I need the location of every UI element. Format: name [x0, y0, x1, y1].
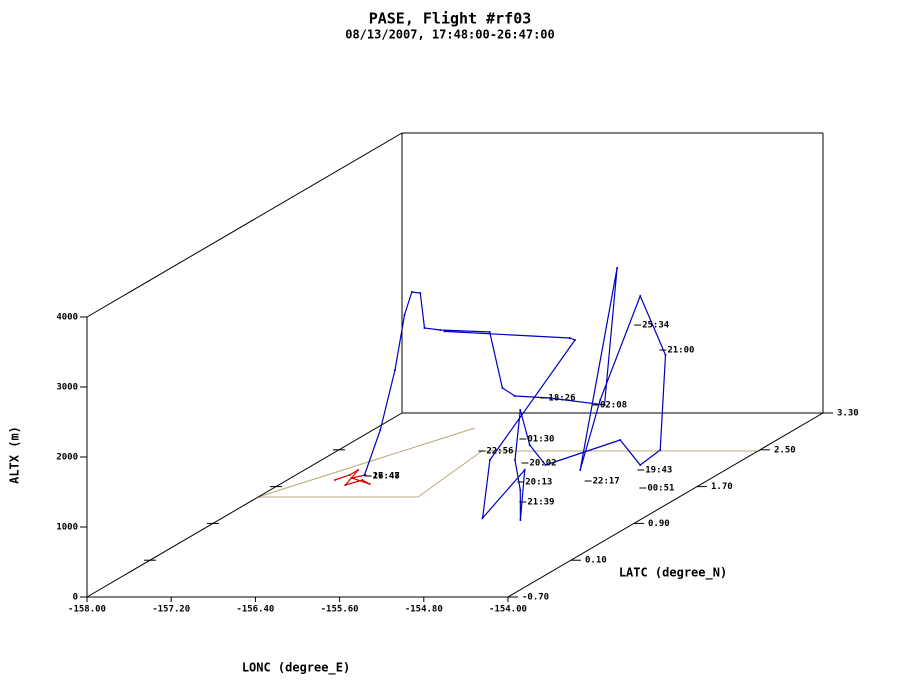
x-tick-label: -154.00 — [489, 605, 527, 615]
track-point — [423, 326, 426, 329]
box-edge — [86, 132, 403, 318]
track-point — [616, 266, 619, 269]
flight-track — [334, 469, 370, 487]
y-tick-label: 3.30 — [837, 409, 859, 419]
track-point — [439, 329, 442, 331]
track-point — [357, 469, 360, 472]
chart-title: PASE, Flight #rf03 — [369, 10, 532, 28]
time-annotation: 02:08 — [600, 400, 627, 410]
time-annotation: 20:13 — [525, 477, 552, 487]
time-annotation: 22:56 — [486, 447, 513, 457]
track-point — [350, 476, 353, 479]
y-tick-label: 2.50 — [774, 445, 796, 455]
track-point — [599, 399, 602, 401]
track-point — [519, 489, 522, 492]
track-point — [344, 483, 347, 486]
z-tick-label: 4000 — [56, 313, 78, 323]
track-point — [544, 464, 547, 467]
track-point — [333, 479, 336, 482]
track-point — [519, 518, 522, 521]
track-point — [379, 429, 382, 432]
track-point — [523, 469, 526, 472]
track-point — [368, 483, 371, 486]
track-point — [519, 409, 522, 412]
plane-outline — [257, 427, 760, 498]
time-annotation: 18:26 — [548, 393, 575, 403]
track-point — [361, 479, 364, 482]
chart-subtitle: 08/13/2007, 17:48:00-26:47:00 — [345, 28, 555, 42]
time-annotation: 00:51 — [647, 483, 674, 493]
x-tick-label: -157.20 — [152, 605, 190, 615]
track-point — [403, 314, 406, 317]
x-tick-label: -156.40 — [236, 605, 274, 615]
track-point — [619, 438, 622, 441]
time-annotation: 21:00 — [667, 346, 694, 356]
track-point — [528, 444, 531, 447]
x-tick-label: -155.60 — [321, 605, 359, 615]
box-edge — [86, 412, 403, 598]
track-point — [443, 330, 446, 333]
y-tick-label: 0.10 — [585, 556, 607, 566]
track-point — [548, 396, 551, 399]
track-point — [348, 473, 351, 476]
track-point — [659, 448, 662, 451]
x-tick-label: -158.00 — [68, 605, 106, 615]
track-point — [639, 294, 642, 297]
time-annotation: 22:17 — [593, 476, 620, 486]
y-axis-label: LATC (degree_N) — [619, 566, 727, 581]
track-point — [664, 353, 667, 356]
track-point — [488, 459, 491, 461]
time-annotation: 20:02 — [529, 459, 556, 469]
time-annotation: 26:47 — [373, 472, 400, 482]
track-point — [419, 291, 422, 294]
z-tick-label: 3000 — [56, 383, 78, 393]
track-point — [568, 336, 571, 339]
time-annotation: 25:34 — [642, 321, 670, 331]
z-tick-label: 0 — [73, 593, 78, 603]
track-point — [488, 331, 491, 334]
track-point — [513, 395, 516, 398]
z-axis-label: ALTX (m) — [8, 426, 22, 484]
track-point — [573, 339, 576, 342]
track-point — [481, 517, 484, 520]
time-annotation: 21:39 — [527, 497, 554, 507]
time-annotation: 19:43 — [645, 466, 672, 476]
box-edge — [507, 412, 824, 598]
y-tick-label: -0.70 — [522, 593, 549, 603]
x-axis-label: LONC (degree_E) — [242, 661, 350, 676]
time-annotation: 01:30 — [527, 434, 554, 444]
y-tick-label: 1.70 — [711, 482, 733, 492]
track-point — [410, 290, 413, 293]
x-tick-label: -154.80 — [405, 605, 443, 615]
y-tick-label: 0.90 — [648, 519, 670, 529]
track-point — [501, 387, 504, 390]
track-point — [513, 458, 516, 461]
plane-edge — [257, 427, 476, 498]
track-point — [394, 368, 397, 371]
track-point — [639, 464, 642, 467]
time-annotation: 17:48 — [373, 472, 400, 482]
flight-track — [363, 267, 667, 521]
z-tick-label: 1000 — [56, 523, 78, 533]
track-point — [579, 469, 582, 471]
z-tick-label: 2000 — [56, 453, 78, 463]
track-point — [363, 473, 366, 476]
track-point — [603, 403, 606, 406]
plane-edge — [417, 450, 483, 498]
